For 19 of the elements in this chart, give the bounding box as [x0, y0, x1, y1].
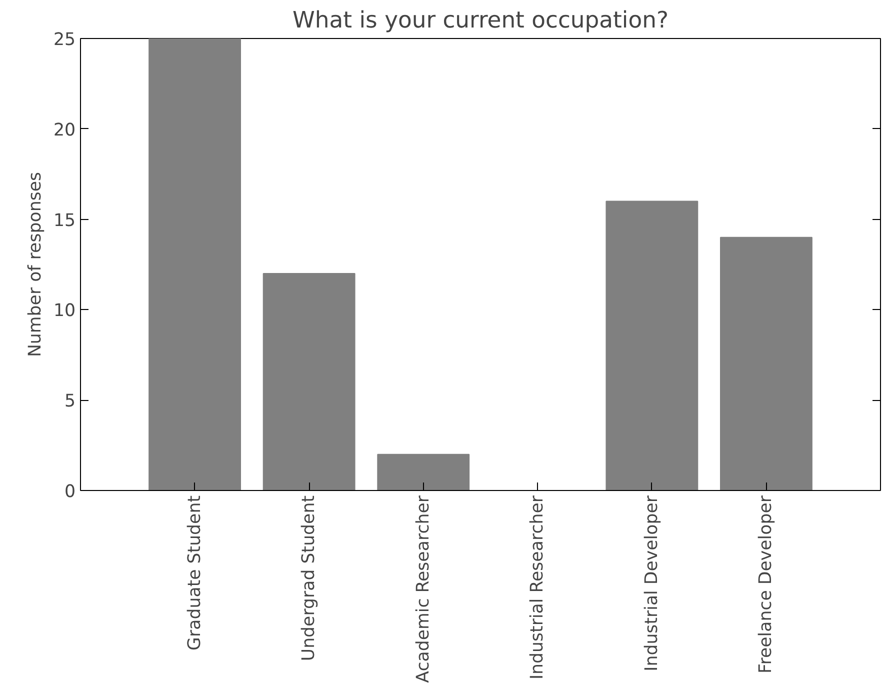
x-tick-label: Undergrad Student — [299, 495, 320, 662]
y-tick-label: 15 — [53, 210, 76, 231]
x-tick-label: Graduate Student — [184, 495, 205, 650]
x-tick-label: Freelance Developer — [756, 494, 776, 674]
bar — [606, 200, 698, 490]
bar — [148, 38, 241, 490]
y-tick-label: 10 — [53, 301, 76, 322]
bar — [262, 273, 356, 490]
y-tick-label: 0 — [64, 482, 76, 502]
chart-title: What is your current occupation? — [292, 8, 668, 34]
bar — [377, 454, 470, 490]
y-tick-label: 20 — [53, 120, 76, 140]
y-axis-title: Number of responses — [25, 172, 46, 358]
y-tick-label: 25 — [53, 30, 76, 50]
x-tick-label: Industrial Researcher — [528, 494, 548, 680]
x-tick-label: Academic Researcher — [413, 494, 434, 683]
y-tick-label: 5 — [64, 392, 76, 412]
bar — [720, 236, 812, 490]
x-tick-label: Industrial Developer — [642, 494, 662, 672]
